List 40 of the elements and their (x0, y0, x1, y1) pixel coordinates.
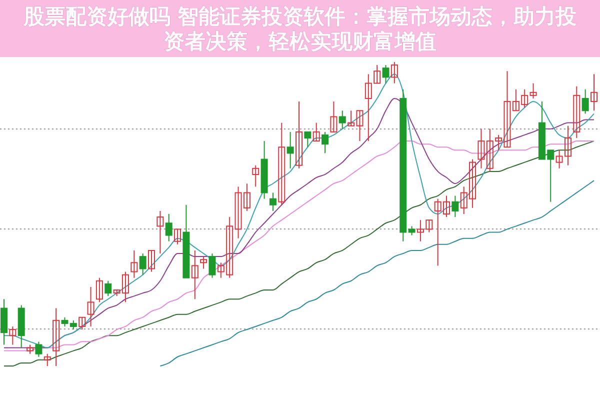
candlestick (78, 316, 86, 330)
chart-title: 股票配资好做吗 智能证券投资软件：掌握市场动态，助力投资者决策，轻松实现财富增值 (22, 4, 578, 54)
candlestick (530, 82, 537, 99)
candlestick (296, 101, 302, 169)
candlestick (174, 228, 182, 245)
candlestick (26, 344, 34, 354)
candlestick (382, 64, 390, 84)
candlestick (104, 280, 112, 297)
candlestick (35, 341, 42, 358)
candlestick (200, 256, 208, 270)
candlestick (165, 214, 172, 242)
candlestick (286, 131, 294, 169)
candlestick (312, 122, 320, 142)
candlestick (252, 164, 260, 188)
candlestick (130, 250, 138, 278)
candlestick (573, 86, 580, 138)
candlestick (156, 210, 164, 254)
candlestick (208, 253, 216, 278)
candlestick (452, 195, 459, 218)
candlestick (61, 316, 68, 327)
candlestick (96, 277, 103, 303)
candlestick (478, 128, 485, 169)
candlestick (590, 74, 598, 112)
candlestick (304, 131, 312, 148)
candlestick (408, 226, 416, 236)
candlestick (191, 250, 198, 300)
candlestick (390, 62, 398, 84)
candlestick (139, 253, 146, 276)
candlestick (9, 326, 16, 346)
candlestick (330, 101, 338, 132)
candlestick (269, 192, 276, 212)
candlestick (44, 353, 51, 366)
candlestick (52, 308, 60, 366)
candlestick (338, 110, 346, 130)
candlestick (148, 250, 155, 272)
candlestick (87, 286, 94, 327)
candlestick (322, 131, 329, 154)
candlestick (582, 88, 589, 114)
candlestick (278, 122, 286, 206)
candlestick (70, 320, 77, 330)
